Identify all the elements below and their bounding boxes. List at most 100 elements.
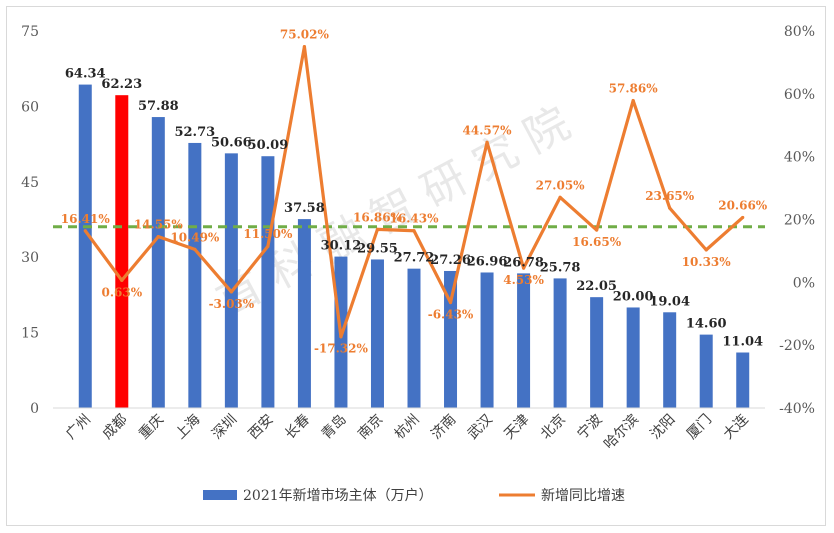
x-category-label: 北京	[538, 412, 569, 443]
x-category-label: 厦门	[684, 412, 715, 443]
y-left-tick: 75	[21, 24, 39, 40]
y-right-tick: 0%	[793, 275, 815, 291]
legend-bar-swatch	[203, 490, 237, 500]
bar-value-label: 50.09	[248, 138, 289, 153]
growth-point-武汉	[485, 140, 489, 144]
y-left-tick: 30	[21, 250, 39, 266]
growth-point-重庆	[156, 235, 160, 239]
x-category-label: 广州	[63, 412, 94, 443]
bar-value-label: 14.60	[686, 317, 727, 332]
growth-value-label: -3.03%	[209, 297, 255, 311]
bar-value-label: 37.58	[284, 201, 325, 216]
growth-value-label: 57.86%	[609, 82, 659, 96]
x-category-label: 武汉	[465, 412, 496, 443]
bar-成都	[115, 95, 129, 408]
growth-point-青岛	[339, 335, 343, 339]
bar-北京	[553, 278, 567, 408]
x-category-label: 沈阳	[647, 412, 678, 443]
x-category-label: 哈尔滨	[601, 412, 642, 453]
bar-南京	[370, 259, 384, 408]
growth-point-济南	[448, 300, 453, 305]
growth-value-label: -17.32%	[314, 342, 369, 356]
growth-point-成都	[120, 278, 124, 282]
bar-value-label: 29.55	[357, 241, 398, 256]
growth-value-label: 10.49%	[170, 230, 220, 244]
bar-西安	[261, 156, 275, 408]
bar-武汉	[480, 272, 494, 408]
growth-value-label: 44.57%	[463, 123, 513, 137]
growth-value-label: 27.05%	[536, 178, 586, 192]
legend-line-label: 新增同比增速	[541, 488, 625, 504]
growth-point-长春	[302, 45, 307, 49]
bar-济南	[444, 270, 458, 408]
growth-value-label: 20.66%	[718, 198, 768, 212]
y-right-tick: 40%	[784, 150, 815, 166]
growth-point-厦门	[704, 248, 708, 252]
growth-point-哈尔滨	[631, 98, 635, 103]
x-category-label: 大连	[720, 412, 751, 443]
growth-value-label: 4.53%	[503, 273, 544, 287]
growth-point-杭州	[412, 229, 416, 233]
bar-value-label: 27.26	[430, 253, 471, 268]
bar-沈阳	[663, 312, 677, 408]
growth-value-label: 23.65%	[645, 189, 695, 203]
y-left-tick: 60	[21, 99, 39, 115]
x-category-label: 西安	[246, 412, 277, 443]
growth-value-label: -6.43%	[428, 308, 474, 322]
growth-value-label: 10.33%	[682, 255, 732, 269]
bar-value-label: 52.73	[174, 125, 215, 140]
growth-value-label: 16.41%	[61, 212, 111, 226]
bar-大连	[736, 352, 750, 408]
growth-value-label: 11.50%	[243, 227, 293, 241]
growth-value-label: 14.55%	[134, 218, 184, 232]
bar-深圳	[224, 153, 238, 408]
bar-value-label: 62.23	[101, 77, 142, 92]
x-category-label: 青岛	[319, 412, 350, 443]
x-category-label: 天津	[501, 412, 532, 443]
bar-value-label: 20.00	[613, 289, 654, 304]
bar-天津	[517, 273, 531, 408]
x-category-label: 济南	[428, 412, 459, 443]
x-category-label: 杭州	[392, 412, 423, 443]
growth-point-宁波	[595, 228, 599, 232]
growth-value-label: 16.86%	[353, 210, 403, 224]
y-left-tick: 45	[21, 175, 39, 191]
growth-point-深圳	[229, 290, 233, 294]
bar-value-label: 22.05	[576, 279, 617, 294]
x-category-label: 上海	[173, 412, 204, 443]
bar-哈尔滨	[626, 307, 640, 408]
x-category-label: 南京	[355, 412, 386, 443]
bar-value-label: 11.04	[722, 335, 763, 350]
y-right-tick: -40%	[779, 401, 815, 417]
bar-value-label: 27.72	[394, 251, 435, 266]
chart-container: 首 科 融 智 研 究 院 64.34 62.23 57.88 52.73 50.66 5…	[6, 6, 826, 526]
bar-value-label: 19.04	[649, 294, 690, 309]
bar-value-label: 26.78	[503, 255, 544, 270]
bar-value-label: 64.34	[65, 67, 106, 82]
x-category-label: 宁波	[574, 411, 606, 443]
legend-bar-label: 2021年新增市场主体（万户）	[243, 487, 433, 504]
y-right-tick: 60%	[784, 87, 815, 103]
growth-point-天津	[521, 266, 526, 270]
combo-chart: 首 科 融 智 研 究 院 64.3462.2357.8852.7350.665…	[21, 24, 815, 504]
bar-长春	[297, 219, 311, 408]
growth-point-大连	[741, 215, 745, 220]
x-category-label: 深圳	[209, 412, 240, 443]
growth-point-西安	[266, 244, 270, 248]
bar-value-label: 30.12	[321, 239, 362, 254]
growth-value-label: 16.65%	[572, 235, 622, 249]
bar-宁波	[590, 297, 604, 408]
growth-value-label: 16.43%	[390, 212, 440, 226]
growth-value-label: 75.02%	[280, 28, 330, 42]
y-left-tick: 0	[30, 401, 39, 417]
y-right-tick: 80%	[784, 24, 815, 40]
bar-上海	[188, 142, 202, 409]
growth-point-广州	[83, 229, 87, 233]
bar-广州	[78, 84, 92, 409]
growth-point-南京	[375, 227, 380, 231]
growth-point-沈阳	[668, 206, 672, 210]
x-category-label: 长春	[282, 412, 313, 443]
growth-point-北京	[558, 195, 562, 199]
growth-point-上海	[193, 247, 197, 251]
bar-重庆	[151, 117, 165, 409]
